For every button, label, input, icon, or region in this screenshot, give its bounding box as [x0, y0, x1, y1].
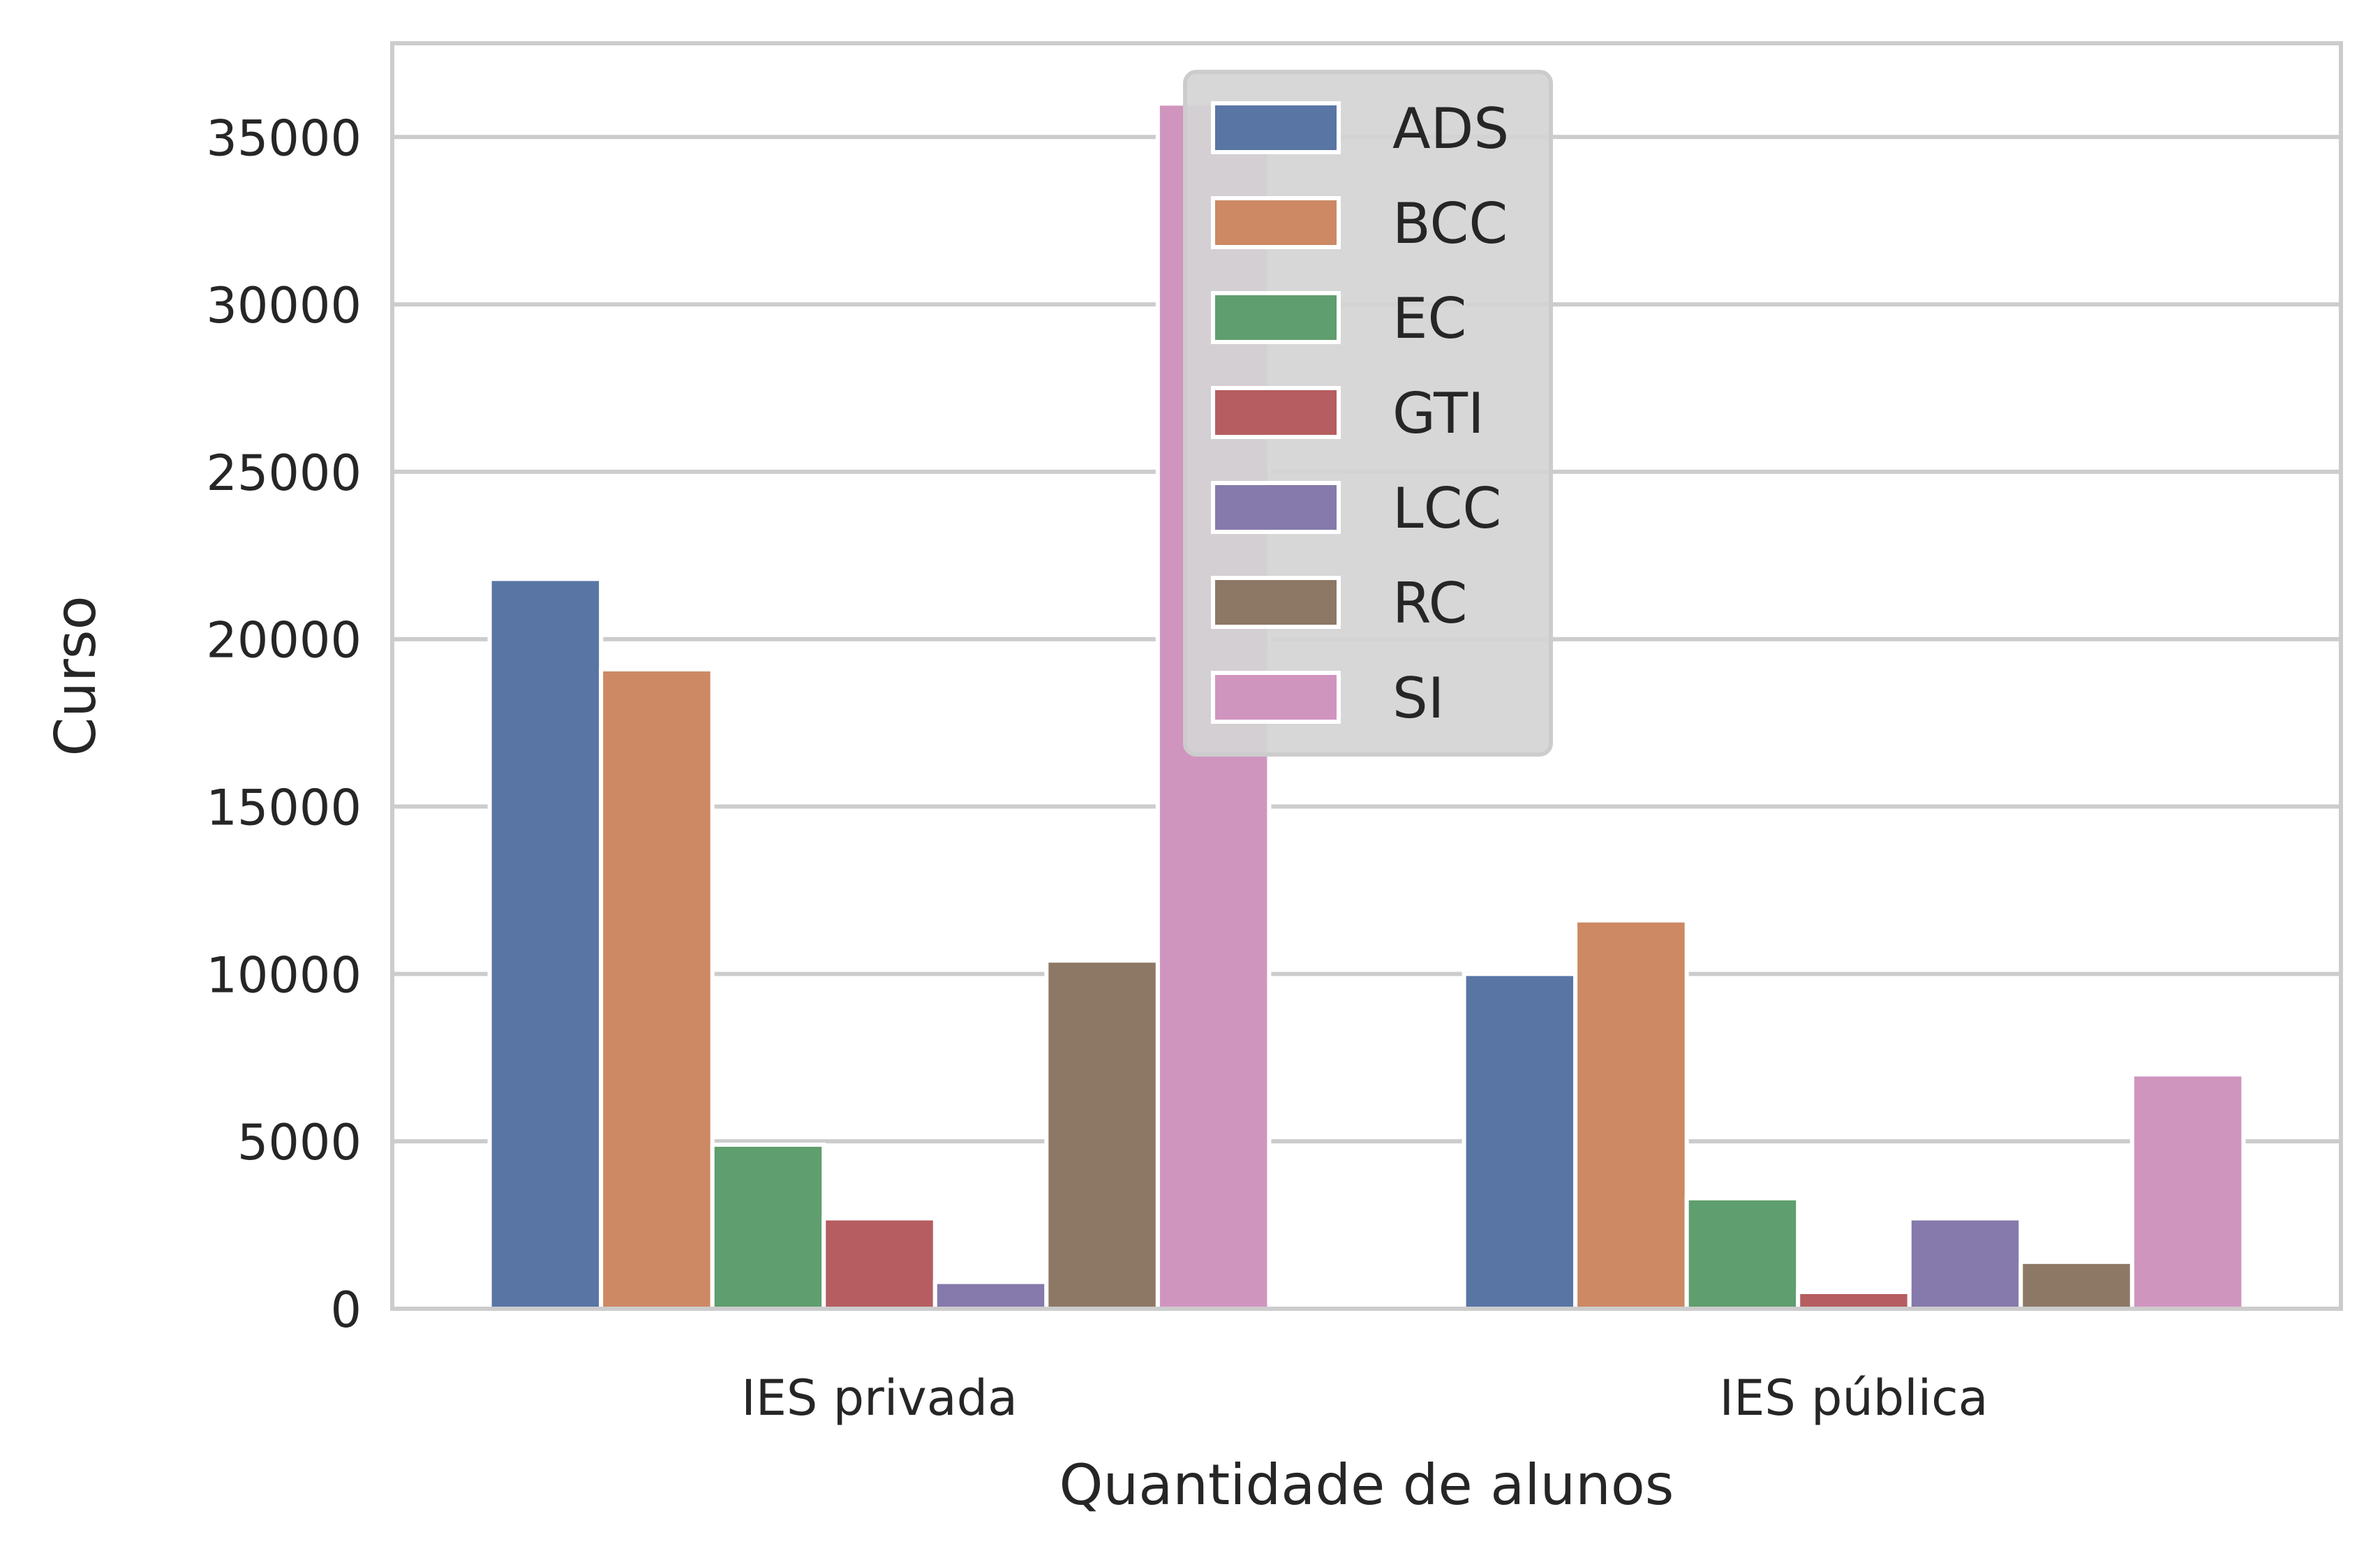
x-tick-labels: IES privada IES pública [741, 1369, 1988, 1427]
y-axis-title: Curso [43, 595, 108, 756]
bar-gti-0 [821, 1216, 937, 1311]
legend-label-bcc: BCC [1392, 191, 1508, 256]
y-tick-label: 15000 [206, 780, 362, 837]
legend: ADS BCC EC GTI LCC RC SI [1183, 70, 1553, 757]
y-tick-label: 20000 [206, 612, 362, 669]
bar-rc-0 [1044, 958, 1160, 1311]
bar-ads-1 [1462, 972, 1578, 1311]
plot-frame [390, 41, 2343, 1311]
y-tick-labels: 0 5000 10000 15000 20000 25000 30000 35000 [206, 110, 362, 1339]
legend-label-gti: GTI [1392, 381, 1485, 446]
bar-ec-0 [710, 1142, 826, 1311]
legend-label-ec: EC [1392, 286, 1466, 351]
legend-swatch-si [1211, 671, 1341, 724]
bar-rc-1 [2018, 1259, 2134, 1311]
y-tick-label: 10000 [206, 946, 362, 1004]
x-tick-label: IES pública [1719, 1369, 1988, 1427]
bar-lcc-1 [1907, 1216, 2023, 1311]
legend-swatch-ads [1211, 101, 1341, 154]
legend-label-si: SI [1392, 666, 1444, 731]
bar-gti-1 [1796, 1290, 1912, 1312]
legend-label-lcc: LCC [1392, 476, 1501, 541]
y-tick-label: 0 [330, 1282, 362, 1339]
y-tick-label: 5000 [237, 1114, 362, 1171]
legend-swatch-gti [1211, 386, 1341, 439]
bar-ec-1 [1684, 1196, 1801, 1311]
bar-lcc-0 [932, 1279, 1049, 1312]
x-axis-title: Quantidade de alunos [1059, 1453, 1674, 1517]
legend-label-ads: ADS [1392, 96, 1509, 161]
bar-si-1 [2129, 1072, 2246, 1312]
bar-bcc-1 [1573, 918, 1689, 1311]
legend-swatch-rc [1211, 576, 1341, 629]
legend-label-rc: RC [1392, 571, 1467, 636]
x-tick-label: IES privada [741, 1369, 1018, 1427]
legend-swatch-lcc [1211, 481, 1341, 534]
y-tick-label: 30000 [206, 277, 362, 334]
legend-swatch-bcc [1211, 196, 1341, 249]
legend-swatch-ec [1211, 291, 1341, 344]
bar-ads-0 [487, 577, 604, 1312]
y-tick-label: 25000 [206, 445, 362, 502]
bar-bcc-0 [599, 667, 715, 1311]
y-tick-label: 35000 [206, 110, 362, 167]
